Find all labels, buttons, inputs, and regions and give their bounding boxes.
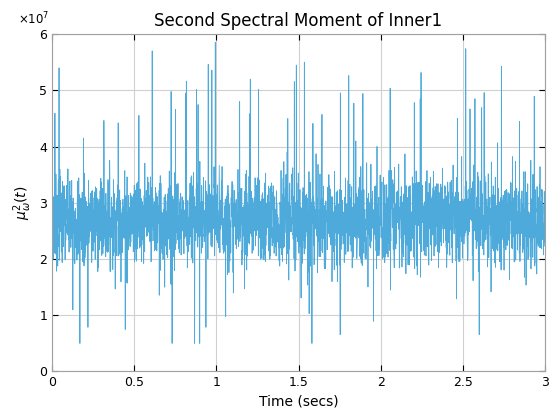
Title: Second Spectral Moment of Inner1: Second Spectral Moment of Inner1 [155,12,442,30]
X-axis label: Time (secs): Time (secs) [259,395,338,409]
Y-axis label: $\mu_{\omega}^{2}(t)$: $\mu_{\omega}^{2}(t)$ [11,186,34,220]
Text: $\times\mathregular{10^{7}}$: $\times\mathregular{10^{7}}$ [17,11,49,27]
